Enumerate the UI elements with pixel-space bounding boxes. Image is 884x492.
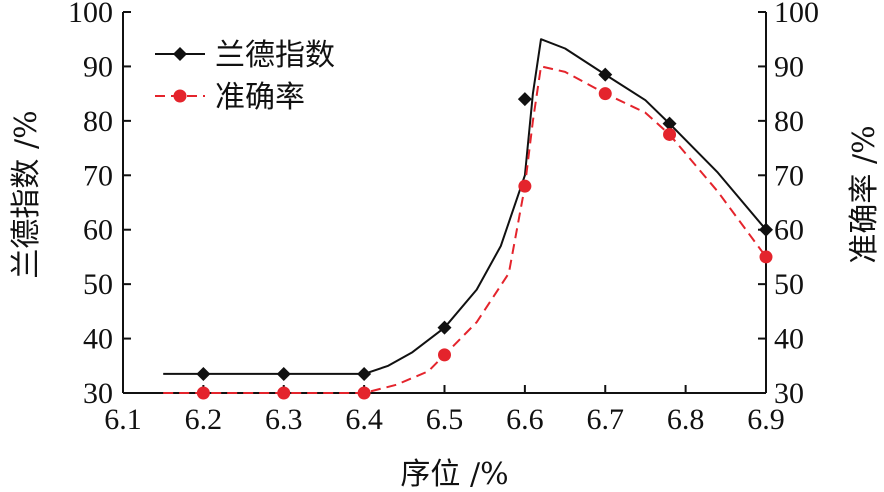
legend-label-1: 兰德指数 bbox=[215, 38, 335, 73]
legend-label-2: 准确率 bbox=[215, 80, 305, 115]
x-tick-label: 6.3 bbox=[265, 403, 303, 436]
data-point-circle bbox=[438, 348, 451, 362]
y-right-tick-label: 30 bbox=[774, 377, 804, 410]
data-point-circle bbox=[357, 386, 371, 400]
y-left-tick-label: 100 bbox=[68, 0, 113, 29]
data-point-diamond bbox=[759, 222, 773, 237]
data-point-circle bbox=[663, 127, 677, 141]
x-tick-label: 6.4 bbox=[345, 403, 383, 436]
markers-layer bbox=[196, 67, 773, 400]
data-point-circle bbox=[518, 179, 532, 193]
y-axis-left-title: 兰德指数 /% bbox=[9, 110, 44, 278]
data-point-diamond bbox=[662, 116, 677, 131]
data-point-diamond bbox=[357, 366, 372, 381]
legend-marker-circle bbox=[173, 89, 187, 103]
y-left-tick-label: 80 bbox=[83, 105, 113, 138]
y-left-tick-label: 70 bbox=[83, 159, 113, 192]
x-axis-title: 序位 /% bbox=[400, 457, 508, 492]
x-tick-label: 6.8 bbox=[667, 403, 705, 436]
y-right-tick-label: 100 bbox=[774, 0, 819, 29]
y-left-tick-label: 50 bbox=[83, 268, 113, 301]
y-axis-right-title: 准确率 /% bbox=[847, 125, 882, 263]
data-point-circle bbox=[759, 250, 773, 264]
y-right-tick-label: 50 bbox=[774, 268, 804, 301]
data-point-diamond bbox=[598, 67, 613, 82]
y-left-tick-label: 90 bbox=[83, 50, 113, 83]
curves-layer bbox=[163, 38, 767, 394]
series-line-1 bbox=[163, 38, 767, 375]
y-right-tick-label: 60 bbox=[774, 214, 804, 247]
y-right-tick-label: 80 bbox=[774, 105, 804, 138]
data-point-diamond bbox=[196, 366, 211, 381]
data-point-circle bbox=[277, 386, 291, 400]
y-left-tick-label: 60 bbox=[83, 214, 113, 247]
x-tick-label: 6.6 bbox=[506, 403, 544, 436]
y-right-tick-label: 70 bbox=[774, 159, 804, 192]
data-point-circle bbox=[196, 386, 210, 400]
x-tick-label: 6.9 bbox=[747, 403, 785, 436]
x-tick-label: 6.7 bbox=[587, 403, 625, 436]
legend-marker-diamond bbox=[173, 47, 187, 61]
labels-layer: 6.1 6.2 6.3 6.4 6.5 6.6 6.7 6.8 6.93040506070809… bbox=[9, 0, 882, 492]
x-tick-label: 6.1 bbox=[104, 403, 142, 436]
data-point-diamond bbox=[437, 320, 452, 335]
data-point-diamond bbox=[517, 92, 532, 107]
y-right-tick-label: 90 bbox=[774, 50, 804, 83]
series-line-2 bbox=[163, 65, 767, 394]
x-tick-label: 6.5 bbox=[426, 403, 464, 436]
data-point-circle bbox=[598, 87, 612, 101]
y-right-tick-label: 40 bbox=[774, 323, 804, 356]
y-left-tick-label: 30 bbox=[83, 377, 113, 410]
data-point-diamond bbox=[276, 366, 291, 381]
y-left-tick-label: 40 bbox=[83, 323, 113, 356]
x-tick-label: 6.2 bbox=[185, 403, 223, 436]
